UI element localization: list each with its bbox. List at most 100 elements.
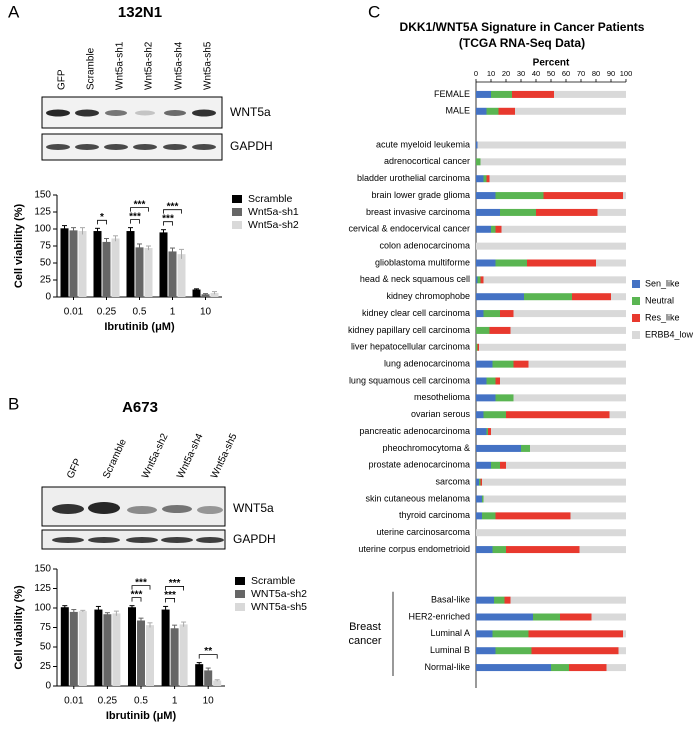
bar-segment — [480, 158, 626, 166]
category-label: pancreatic adenocarcinoma — [359, 426, 470, 436]
bar-segment — [495, 259, 527, 267]
bar — [137, 620, 145, 686]
x-tick-label: 20 — [502, 69, 510, 78]
significance-bracket — [198, 654, 218, 659]
blot-band — [126, 537, 158, 543]
x-tick-label: 70 — [577, 69, 585, 78]
x-tick-label: 0.5 — [134, 696, 148, 707]
bar-segment — [623, 192, 626, 200]
lane-label: Wnt5a-sh4 — [175, 432, 206, 481]
significance-bracket — [163, 221, 173, 226]
bar-segment — [524, 293, 572, 301]
bar — [201, 294, 210, 297]
category-label: breast invasive carcinoma — [366, 207, 470, 217]
x-axis-label: Ibrutinib (μM) — [104, 321, 175, 333]
blot-band — [161, 537, 193, 543]
bar-segment — [531, 647, 619, 655]
x-tick-label: 1 — [172, 696, 178, 707]
y-tick-label: 100 — [34, 224, 51, 235]
blot-band — [88, 537, 120, 543]
legend-swatch — [632, 280, 640, 288]
bar-segment — [572, 293, 611, 301]
significance-label: *** — [129, 211, 141, 222]
bar-segment — [512, 90, 554, 98]
legend-label: Wnt5a-sh1 — [248, 206, 299, 218]
blot-band — [52, 537, 84, 543]
panel-letter: B — [8, 394, 19, 413]
significance-bracket — [131, 585, 151, 590]
category-label: lung adenocarcinoma — [384, 359, 470, 369]
blot-band — [135, 110, 155, 116]
legend-swatch — [232, 195, 242, 203]
x-tick-label: 1 — [170, 307, 176, 318]
y-tick-label: 0 — [45, 681, 51, 692]
blot-band — [196, 537, 224, 543]
category-label: Luminal B — [430, 645, 470, 655]
bar — [78, 611, 87, 686]
legend-label: WNT5a-sh2 — [251, 588, 307, 600]
lane-label: Scramble — [101, 437, 129, 480]
category-label: liver hepatocellular carcinoma — [351, 342, 470, 352]
bar-segment — [492, 546, 506, 554]
bar — [204, 670, 213, 686]
lane-label: Wnt5a-sh1 — [115, 41, 126, 90]
band-label: GAPDH — [233, 532, 276, 546]
significance-label: *** — [135, 577, 147, 588]
category-label: cervical & endocervical cancer — [348, 224, 470, 234]
bar-segment — [476, 326, 490, 334]
bar-segment — [489, 326, 511, 334]
bar-segment — [476, 192, 496, 200]
significance-bracket — [165, 586, 184, 591]
legend-label: Wnt5a-sh2 — [248, 219, 299, 231]
bar — [210, 292, 219, 297]
category-label: ovarian serous — [411, 409, 471, 419]
bar-segment — [579, 546, 626, 554]
bar — [126, 231, 135, 297]
category-label: FEMALE — [434, 89, 470, 99]
blot-band — [104, 144, 128, 150]
bar-segment — [476, 546, 493, 554]
blot-band — [52, 504, 84, 514]
panel-title: 132N1 — [118, 4, 162, 21]
bar-segment — [476, 259, 496, 267]
y-tick-label: 25 — [40, 275, 52, 286]
bar-segment — [495, 647, 532, 655]
blot-band — [197, 506, 223, 514]
bar-segment — [551, 664, 569, 672]
y-tick-label: 75 — [40, 622, 52, 633]
bar-segment — [482, 512, 496, 520]
bar-segment — [521, 444, 530, 452]
legend-swatch — [235, 603, 245, 611]
bar-segment — [530, 444, 626, 452]
y-tick-label: 100 — [34, 603, 51, 614]
blot — [41, 486, 226, 550]
y-tick-label: 125 — [34, 583, 51, 594]
blot-band — [75, 144, 99, 150]
bar-segment — [570, 512, 626, 520]
blot-band — [164, 110, 186, 116]
blot-band — [46, 144, 70, 150]
bar-segment — [476, 394, 496, 402]
x-tick-label: 80 — [592, 69, 600, 78]
bar-segment — [477, 276, 481, 284]
bar — [168, 251, 177, 297]
category-label: HER2-enriched — [408, 611, 470, 621]
bar — [112, 613, 121, 686]
legend-label: ERBB4_low — [645, 329, 694, 339]
panel-letter: C — [368, 2, 380, 21]
category-label: pheochromocytoma & — [382, 443, 470, 453]
significance-label: *** — [164, 590, 176, 601]
x-tick-label: 10 — [200, 307, 212, 318]
bar-segment — [491, 225, 496, 233]
bar-segment — [476, 512, 482, 520]
category-label: bladder urothelial carcinoma — [357, 173, 470, 183]
bar-segment — [606, 664, 626, 672]
category-label: uterine corpus endometrioid — [358, 544, 470, 554]
bar — [144, 248, 153, 297]
bar-segment — [483, 276, 626, 284]
x-axis-label: Percent — [533, 58, 570, 69]
bar-segment — [476, 293, 524, 301]
significance-bracket — [97, 219, 107, 225]
bar-segment — [528, 360, 626, 368]
legend-swatch — [632, 297, 640, 305]
